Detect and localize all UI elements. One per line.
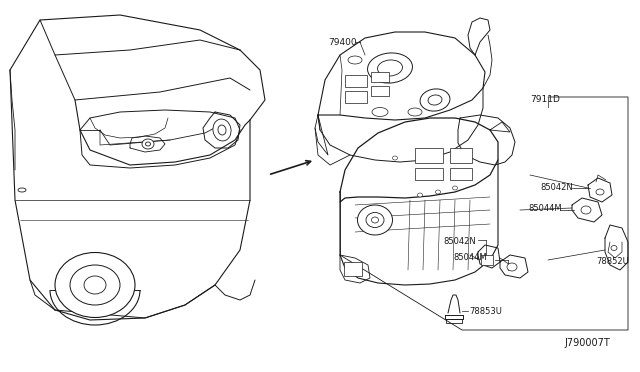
Text: 85044M: 85044M bbox=[453, 253, 486, 262]
Ellipse shape bbox=[145, 142, 150, 146]
Text: 79400: 79400 bbox=[328, 38, 356, 47]
Ellipse shape bbox=[408, 108, 422, 116]
Ellipse shape bbox=[70, 265, 120, 305]
Text: 78852U: 78852U bbox=[596, 257, 628, 266]
Bar bbox=[450, 168, 472, 180]
Ellipse shape bbox=[452, 186, 458, 190]
Ellipse shape bbox=[581, 206, 591, 214]
Text: 85044M: 85044M bbox=[528, 204, 562, 213]
Text: J790007T: J790007T bbox=[564, 338, 610, 348]
Bar bbox=[345, 75, 367, 87]
Ellipse shape bbox=[372, 108, 388, 116]
Ellipse shape bbox=[596, 189, 604, 195]
Bar bbox=[481, 255, 493, 265]
Bar bbox=[344, 262, 362, 276]
Bar bbox=[345, 91, 367, 103]
Ellipse shape bbox=[611, 246, 617, 250]
Text: 85042N: 85042N bbox=[540, 183, 573, 192]
Ellipse shape bbox=[218, 125, 226, 135]
Ellipse shape bbox=[55, 253, 135, 317]
Text: 85042N: 85042N bbox=[443, 237, 476, 246]
Bar bbox=[450, 148, 472, 163]
Ellipse shape bbox=[417, 193, 422, 197]
Bar bbox=[415, 168, 443, 180]
Ellipse shape bbox=[366, 212, 384, 228]
Ellipse shape bbox=[142, 139, 154, 149]
Ellipse shape bbox=[378, 60, 403, 76]
Text: 78853U: 78853U bbox=[469, 307, 502, 316]
Ellipse shape bbox=[420, 89, 450, 111]
Ellipse shape bbox=[392, 156, 397, 160]
Bar bbox=[415, 148, 443, 163]
Ellipse shape bbox=[507, 263, 517, 271]
Ellipse shape bbox=[358, 205, 392, 235]
Ellipse shape bbox=[367, 53, 412, 83]
Ellipse shape bbox=[371, 217, 378, 223]
Ellipse shape bbox=[84, 276, 106, 294]
Ellipse shape bbox=[435, 190, 440, 194]
Ellipse shape bbox=[213, 119, 231, 141]
Ellipse shape bbox=[428, 95, 442, 105]
Text: 7911D: 7911D bbox=[530, 95, 560, 104]
Ellipse shape bbox=[18, 188, 26, 192]
Ellipse shape bbox=[348, 56, 362, 64]
Bar bbox=[371, 72, 389, 82]
Bar bbox=[371, 86, 389, 96]
